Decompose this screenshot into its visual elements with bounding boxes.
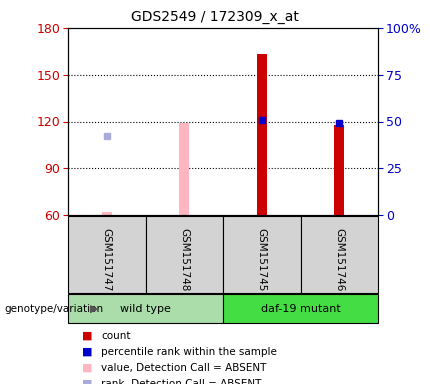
Text: GSM151748: GSM151748 (179, 228, 189, 291)
Bar (102, 212, 112, 215)
Text: value, Detection Call = ABSENT: value, Detection Call = ABSENT (101, 363, 267, 373)
Bar (301, 216, 378, 293)
Bar (179, 123, 189, 215)
Bar (223, 216, 301, 293)
Text: ▶: ▶ (90, 303, 99, 313)
Text: GSM151746: GSM151746 (334, 228, 344, 291)
Text: percentile rank within the sample: percentile rank within the sample (101, 347, 277, 357)
Bar (68, 216, 145, 293)
Bar (257, 55, 267, 215)
Bar (223, 294, 378, 323)
Text: count: count (101, 331, 131, 341)
Bar (145, 216, 223, 293)
Text: ■: ■ (82, 331, 92, 341)
Bar (334, 125, 344, 215)
Text: GDS2549 / 172309_x_at: GDS2549 / 172309_x_at (131, 10, 299, 24)
Bar (68, 294, 223, 323)
Text: ■: ■ (82, 347, 92, 357)
Text: rank, Detection Call = ABSENT: rank, Detection Call = ABSENT (101, 379, 261, 384)
Text: genotype/variation: genotype/variation (4, 303, 104, 313)
Text: GSM151747: GSM151747 (102, 228, 112, 291)
Text: daf-19 mutant: daf-19 mutant (261, 303, 341, 313)
Text: ■: ■ (82, 379, 92, 384)
Text: wild type: wild type (120, 303, 171, 313)
Text: GSM151745: GSM151745 (257, 228, 267, 291)
Text: ■: ■ (82, 363, 92, 373)
